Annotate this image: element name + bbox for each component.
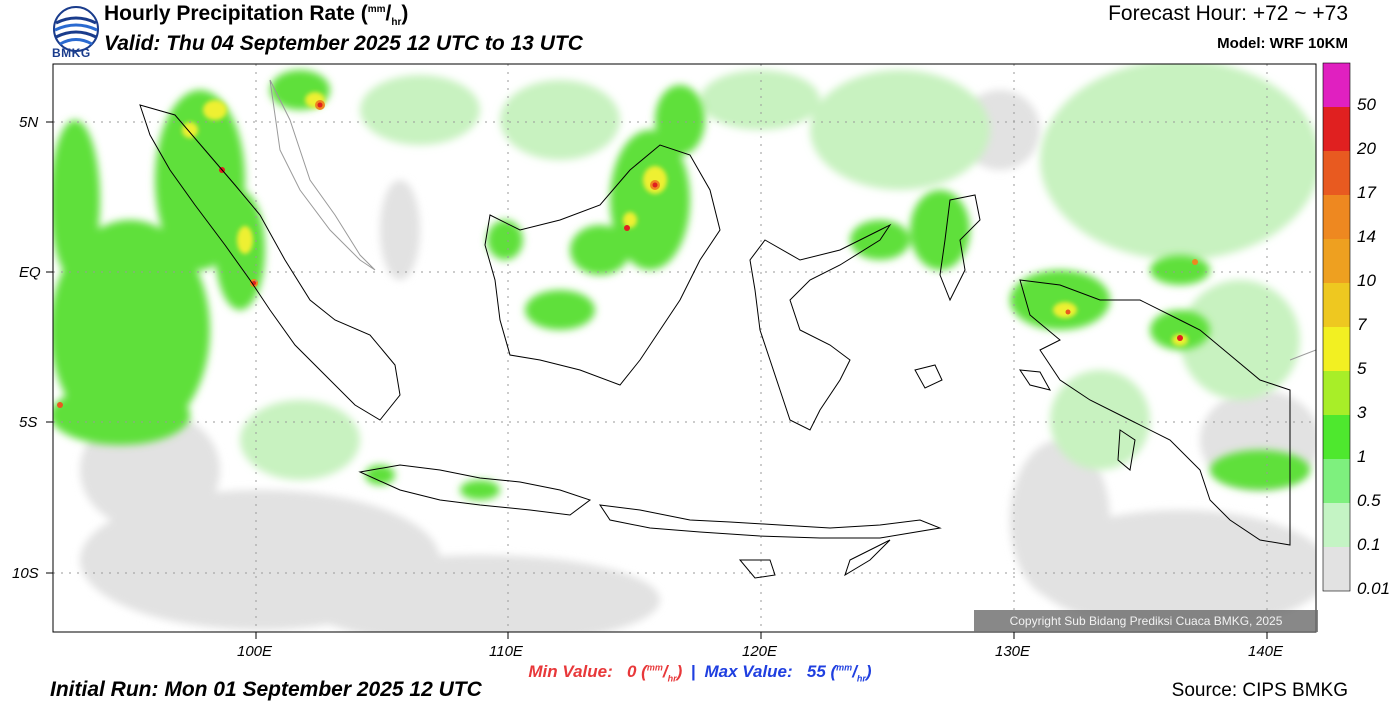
- x-label-140e: 140E: [1248, 643, 1284, 660]
- axis-ticks: [46, 121, 1268, 639]
- max-label: Max Value:: [704, 662, 793, 681]
- x-label-110e: 110E: [489, 643, 523, 660]
- y-label-5s: 5S: [19, 414, 38, 431]
- x-label-120e: 120E: [742, 643, 778, 660]
- legend-swatch: [1323, 107, 1350, 151]
- legend-label: 17: [1357, 183, 1376, 202]
- lat-lon-grid: [53, 64, 1316, 632]
- max-value: 55 (mm/hr): [806, 662, 872, 684]
- legend-swatch: [1323, 239, 1350, 283]
- legend-swatch: [1323, 327, 1350, 371]
- legend-swatch: [1323, 195, 1350, 239]
- min-max-separator: |: [690, 662, 696, 681]
- legend-swatch: [1323, 371, 1350, 415]
- legend-swatch: [1323, 63, 1350, 107]
- legend-label: 20: [1357, 139, 1376, 158]
- legend-swatch: [1323, 151, 1350, 195]
- legend-label: 0.5: [1357, 491, 1381, 510]
- legend-label: 7: [1357, 315, 1367, 334]
- legend-colorbar: [1323, 63, 1350, 591]
- y-label-10s: 10S: [12, 565, 39, 582]
- coastlines: [139, 79, 1316, 579]
- legend-label: 10: [1357, 271, 1376, 290]
- legend-label: 0.01: [1357, 579, 1391, 598]
- source-label: Source: CIPS BMKG: [1171, 680, 1348, 701]
- chart-title: Hourly Precipitation Rate (mm/hr): [104, 2, 409, 29]
- min-max-values: Min Value: 0 (mm/hr) | Max Value: 55 (mm…: [0, 662, 1400, 683]
- x-label-130e: 130E: [995, 643, 1031, 660]
- min-value: 0 (mm/hr): [626, 662, 683, 684]
- legend-swatch: [1323, 283, 1350, 327]
- legend-swatch: [1323, 503, 1350, 547]
- legend-label: 1: [1357, 447, 1367, 466]
- forecast-hour: Forecast Hour: +72 ~ +73: [1108, 2, 1348, 25]
- heavy-rain-area: [182, 92, 1188, 346]
- trace-rain-area: [80, 90, 1316, 632]
- legend-swatch: [1323, 547, 1350, 591]
- light-rain-area: [240, 64, 1316, 480]
- logo-text: BMKG: [52, 46, 91, 60]
- min-label: Min Value:: [528, 662, 613, 681]
- legend-label: 3: [1357, 403, 1367, 422]
- copyright-banner: Copyright Sub Bidang Prediksi Cuaca BMKG…: [974, 610, 1318, 632]
- legend-label: 14: [1357, 227, 1376, 246]
- legend-swatch: [1323, 459, 1350, 503]
- x-label-100e: 100E: [237, 643, 273, 660]
- legend-label: 0.1: [1357, 535, 1381, 554]
- legend-label: 5: [1357, 359, 1367, 378]
- moderate-rain-area: [53, 70, 1310, 500]
- initial-run: Initial Run: Mon 01 September 2025 12 UT…: [50, 678, 482, 701]
- legend-swatch: [1323, 415, 1350, 459]
- y-label-5n: 5N: [19, 114, 39, 131]
- valid-time: Valid: Thu 04 September 2025 12 UTC to 1…: [104, 32, 583, 55]
- legend-label: 50: [1357, 95, 1376, 114]
- y-label-eq: EQ: [19, 264, 41, 281]
- bmkg-logo: [53, 6, 99, 52]
- model-label: Model: WRF 10KM: [1217, 35, 1348, 52]
